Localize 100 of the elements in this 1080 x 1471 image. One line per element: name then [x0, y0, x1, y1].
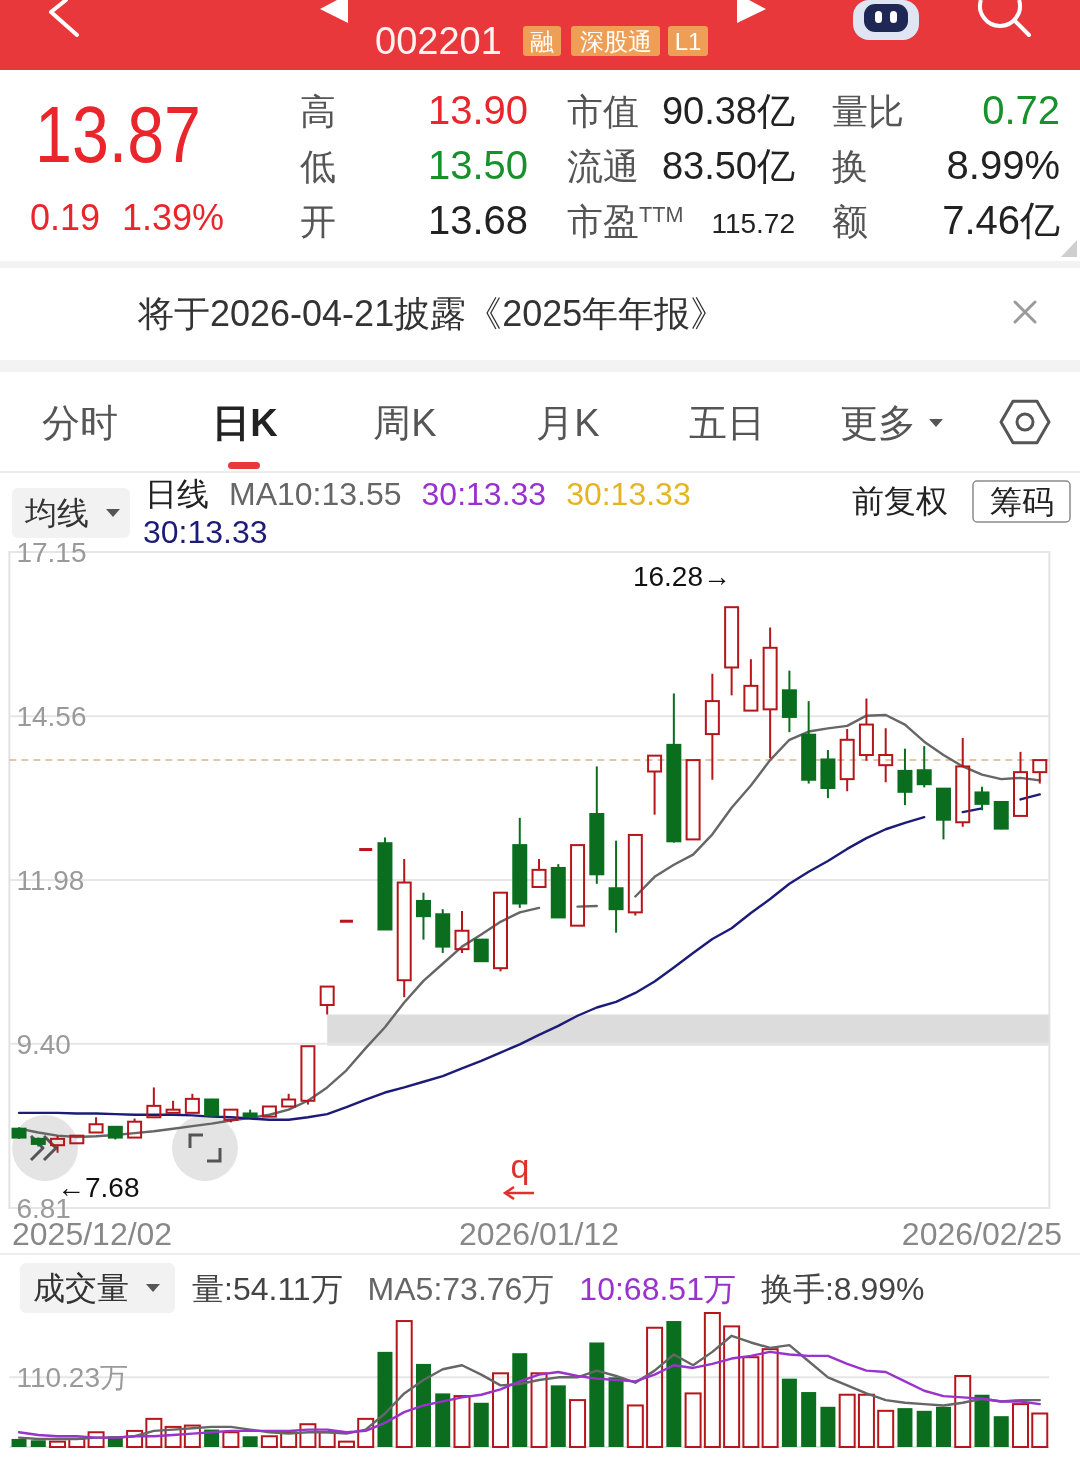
bar [916, 1410, 932, 1447]
candlestick [704, 672, 720, 781]
bar [242, 1436, 258, 1447]
bar [608, 1377, 624, 1447]
text: 市盈$^{TTM}$ [567, 201, 684, 242]
text: 2026/02/25 [901, 1216, 1062, 1252]
candlestick [69, 1134, 85, 1145]
bar [820, 1406, 836, 1447]
bar [492, 1372, 510, 1448]
text: 8.99% [946, 143, 1060, 187]
candlestick [608, 839, 624, 934]
candlestick [916, 745, 932, 789]
bar [126, 1429, 144, 1448]
text: 量比 [832, 91, 904, 132]
text: 前复权 [852, 483, 948, 519]
text: 周K [373, 402, 437, 444]
text: 13.68 [427, 198, 528, 242]
candlestick [396, 858, 412, 999]
candlestick [281, 1092, 297, 1108]
bar [530, 1372, 548, 1448]
y-tick-label: 9.40 [16, 1028, 71, 1060]
text: 月K [536, 402, 600, 444]
text: 13.90 [427, 88, 528, 132]
text: 日K [212, 402, 279, 444]
bar [626, 1404, 644, 1448]
candlestick [647, 754, 663, 816]
text: 7.46亿 [942, 198, 1060, 242]
bar [377, 1351, 393, 1447]
text: 均线 [24, 495, 89, 531]
text: 筹码 [989, 483, 1054, 520]
bar [801, 1392, 817, 1447]
text: 融 [530, 28, 554, 55]
bar [337, 1440, 355, 1448]
text: MA10:13.55 [229, 476, 402, 512]
text: L1 [674, 28, 702, 55]
text: 高 [300, 91, 336, 132]
bar [857, 1393, 875, 1448]
text: 量:54.11万 [192, 1271, 343, 1307]
bar [684, 1392, 702, 1448]
candlestick [359, 848, 373, 852]
text: 流通 [567, 146, 639, 187]
bar [11, 1438, 27, 1447]
candlestick [627, 833, 643, 917]
text: 开 [300, 201, 336, 242]
text: 将于2026-04-21披露《2025年年报》 [137, 293, 727, 334]
bar [145, 1417, 163, 1448]
bar [723, 1325, 741, 1448]
bar [646, 1326, 664, 1448]
text: 13.50 [427, 143, 528, 187]
bar [395, 1320, 413, 1448]
bar [49, 1440, 67, 1448]
bar [183, 1424, 201, 1448]
candlestick [858, 697, 874, 762]
bar [761, 1348, 779, 1448]
y-tick-label: 17.15 [16, 537, 87, 568]
text: 换手:8.99% [760, 1271, 925, 1307]
candlestick [339, 919, 353, 923]
bar [357, 1417, 375, 1448]
bar [1031, 1412, 1049, 1448]
bar [703, 1312, 721, 1448]
bar [260, 1435, 278, 1448]
bar [569, 1399, 587, 1448]
candlestick [146, 1086, 162, 1119]
candlestick [743, 658, 759, 712]
annotation: q [510, 1147, 530, 1185]
text: 五日 [689, 402, 765, 444]
candlestick [1013, 750, 1029, 817]
text: 002201 [375, 20, 502, 62]
text: 30:13.33 [143, 514, 268, 550]
candlestick [878, 727, 894, 784]
bar [30, 1440, 46, 1447]
text: 低 [300, 146, 336, 187]
bar [473, 1402, 489, 1447]
bar [954, 1374, 972, 1448]
candlestick [897, 747, 913, 807]
y-tick-label: 14.56 [16, 701, 87, 733]
candlestick [762, 626, 778, 760]
bar [87, 1431, 105, 1448]
bar [299, 1423, 317, 1448]
text: 换 [832, 146, 868, 187]
bar [877, 1409, 895, 1448]
text: 90.38亿 [661, 90, 795, 132]
bar [453, 1395, 471, 1448]
candlestick [473, 938, 489, 963]
bar [666, 1321, 682, 1447]
text: 1.39% [122, 197, 225, 238]
text: 市值 [567, 91, 639, 132]
text: 13.87 [35, 90, 236, 179]
text: MA5:73.76万 [367, 1271, 555, 1307]
candlestick [955, 736, 971, 828]
text: 深股通 [579, 28, 652, 55]
text: 成交量 [33, 1270, 129, 1306]
candlestick [531, 858, 547, 888]
series-label: 10:68.51万 [579, 1271, 736, 1307]
bar [897, 1408, 913, 1447]
bar [512, 1353, 528, 1447]
bar [415, 1363, 431, 1447]
text: 更多 [840, 402, 916, 444]
candlestick [454, 910, 470, 954]
text: 分时 [42, 402, 118, 444]
